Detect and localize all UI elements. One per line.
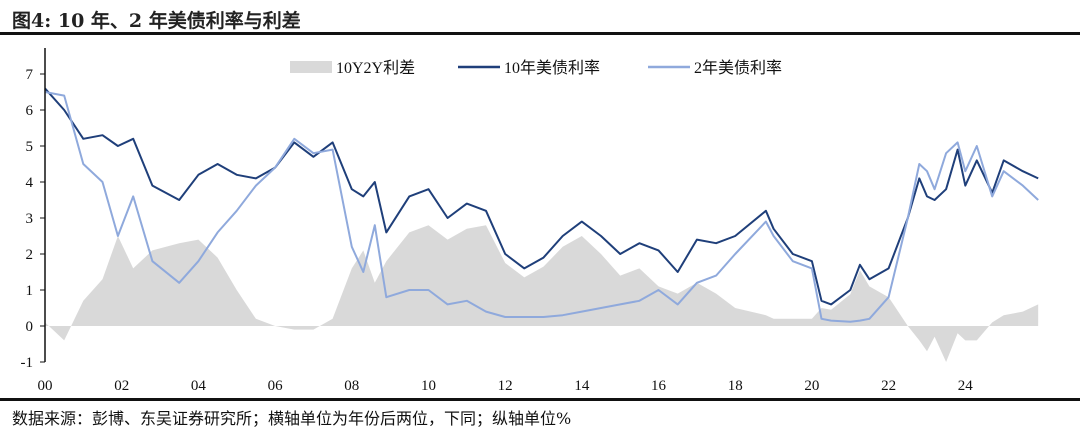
y-tick-label: 0 — [26, 319, 34, 335]
legend-swatch-spread — [290, 61, 332, 73]
y-tick-label: 6 — [26, 103, 34, 119]
spread-area-layer — [45, 225, 1039, 362]
source-note: 数据来源：彭博、东吴证券研究所；横轴单位为年份后两位，下同；纵轴单位% — [12, 409, 572, 428]
y-tick-label: 1 — [26, 283, 34, 299]
y-tick-label: -1 — [21, 355, 34, 371]
x-tick-label: 22 — [881, 378, 896, 394]
x-tick-label: 04 — [191, 378, 207, 394]
series-line-2 — [44, 91, 1039, 323]
top-rule — [0, 32, 1080, 35]
x-tick-label: 14 — [574, 378, 590, 394]
y-tick-label: 7 — [26, 67, 34, 83]
figure-title: 图4: 10 年、2 年美债利率与利差 — [12, 10, 301, 32]
legend-label: 10Y2Y利差 — [336, 59, 415, 77]
x-tick-label: 18 — [728, 378, 743, 394]
x-tick-label: 20 — [804, 378, 819, 394]
y-tick-label: 3 — [26, 211, 34, 227]
x-tick-label: 10 — [421, 378, 436, 394]
legend: 10Y2Y利差 10年美债利率 2年美债利率 — [290, 59, 782, 77]
x-tick-label: 00 — [38, 378, 53, 394]
y-tick-label: 4 — [26, 175, 34, 191]
bottom-rule — [0, 398, 1080, 401]
legend-label: 10年美债利率 — [504, 59, 600, 77]
x-tick-label: 02 — [114, 378, 129, 394]
x-tick-label: 16 — [651, 378, 667, 394]
x-tick-label: 06 — [268, 378, 284, 394]
lines-layer — [44, 87, 1039, 323]
x-tick-label: 24 — [958, 378, 974, 394]
y-tick-label: 2 — [26, 247, 34, 263]
series-line-1 — [44, 87, 1039, 306]
x-tick-label: 08 — [344, 378, 359, 394]
y-tick-label: 5 — [26, 139, 34, 155]
legend-label: 2年美债利率 — [694, 59, 782, 77]
spread-area — [45, 225, 1039, 362]
x-tick-label: 12 — [498, 378, 513, 394]
